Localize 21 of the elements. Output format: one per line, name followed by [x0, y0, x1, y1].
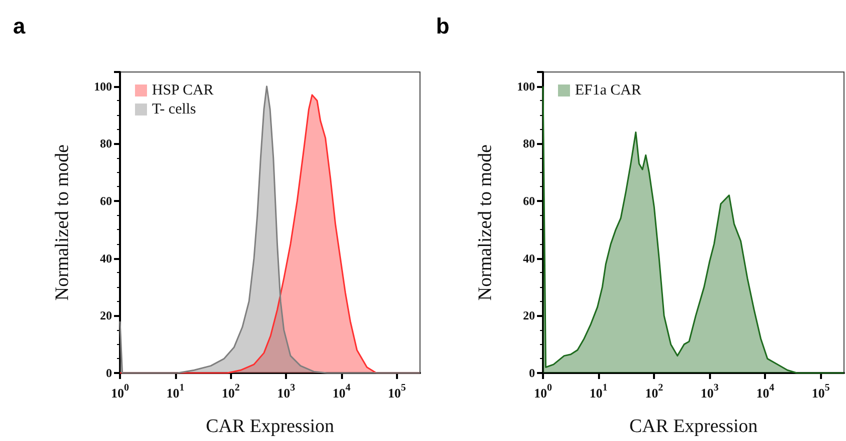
x-axis-title: CAR Expression — [206, 416, 335, 437]
y-tick-label: 60 — [100, 194, 112, 208]
chart-title: b — [436, 14, 450, 38]
y-tick-label: 40 — [100, 251, 112, 266]
legend-label: T- cells — [152, 102, 196, 118]
chart-title: a — [13, 14, 26, 38]
legend-label: EF1a CAR — [575, 82, 642, 98]
y-tick-label: 100 — [94, 79, 112, 94]
y-tick-label: 60 — [523, 194, 535, 208]
y-tick-label: 0 — [106, 366, 112, 380]
y-tick-label: 0 — [529, 366, 535, 380]
y-tick-label: 100 — [517, 79, 535, 94]
y-tick-label: 80 — [100, 136, 112, 151]
y-axis-title: Normalized to mode — [475, 144, 496, 301]
legend-label: HSP CAR — [152, 82, 214, 98]
y-tick-label: 80 — [523, 136, 535, 151]
y-tick-label: 20 — [523, 308, 535, 323]
y-tick-label: 20 — [100, 308, 112, 323]
y-axis-title: Normalized to mode — [52, 144, 73, 301]
y-tick-label: 40 — [523, 251, 535, 266]
x-axis-title: CAR Expression — [629, 416, 758, 437]
